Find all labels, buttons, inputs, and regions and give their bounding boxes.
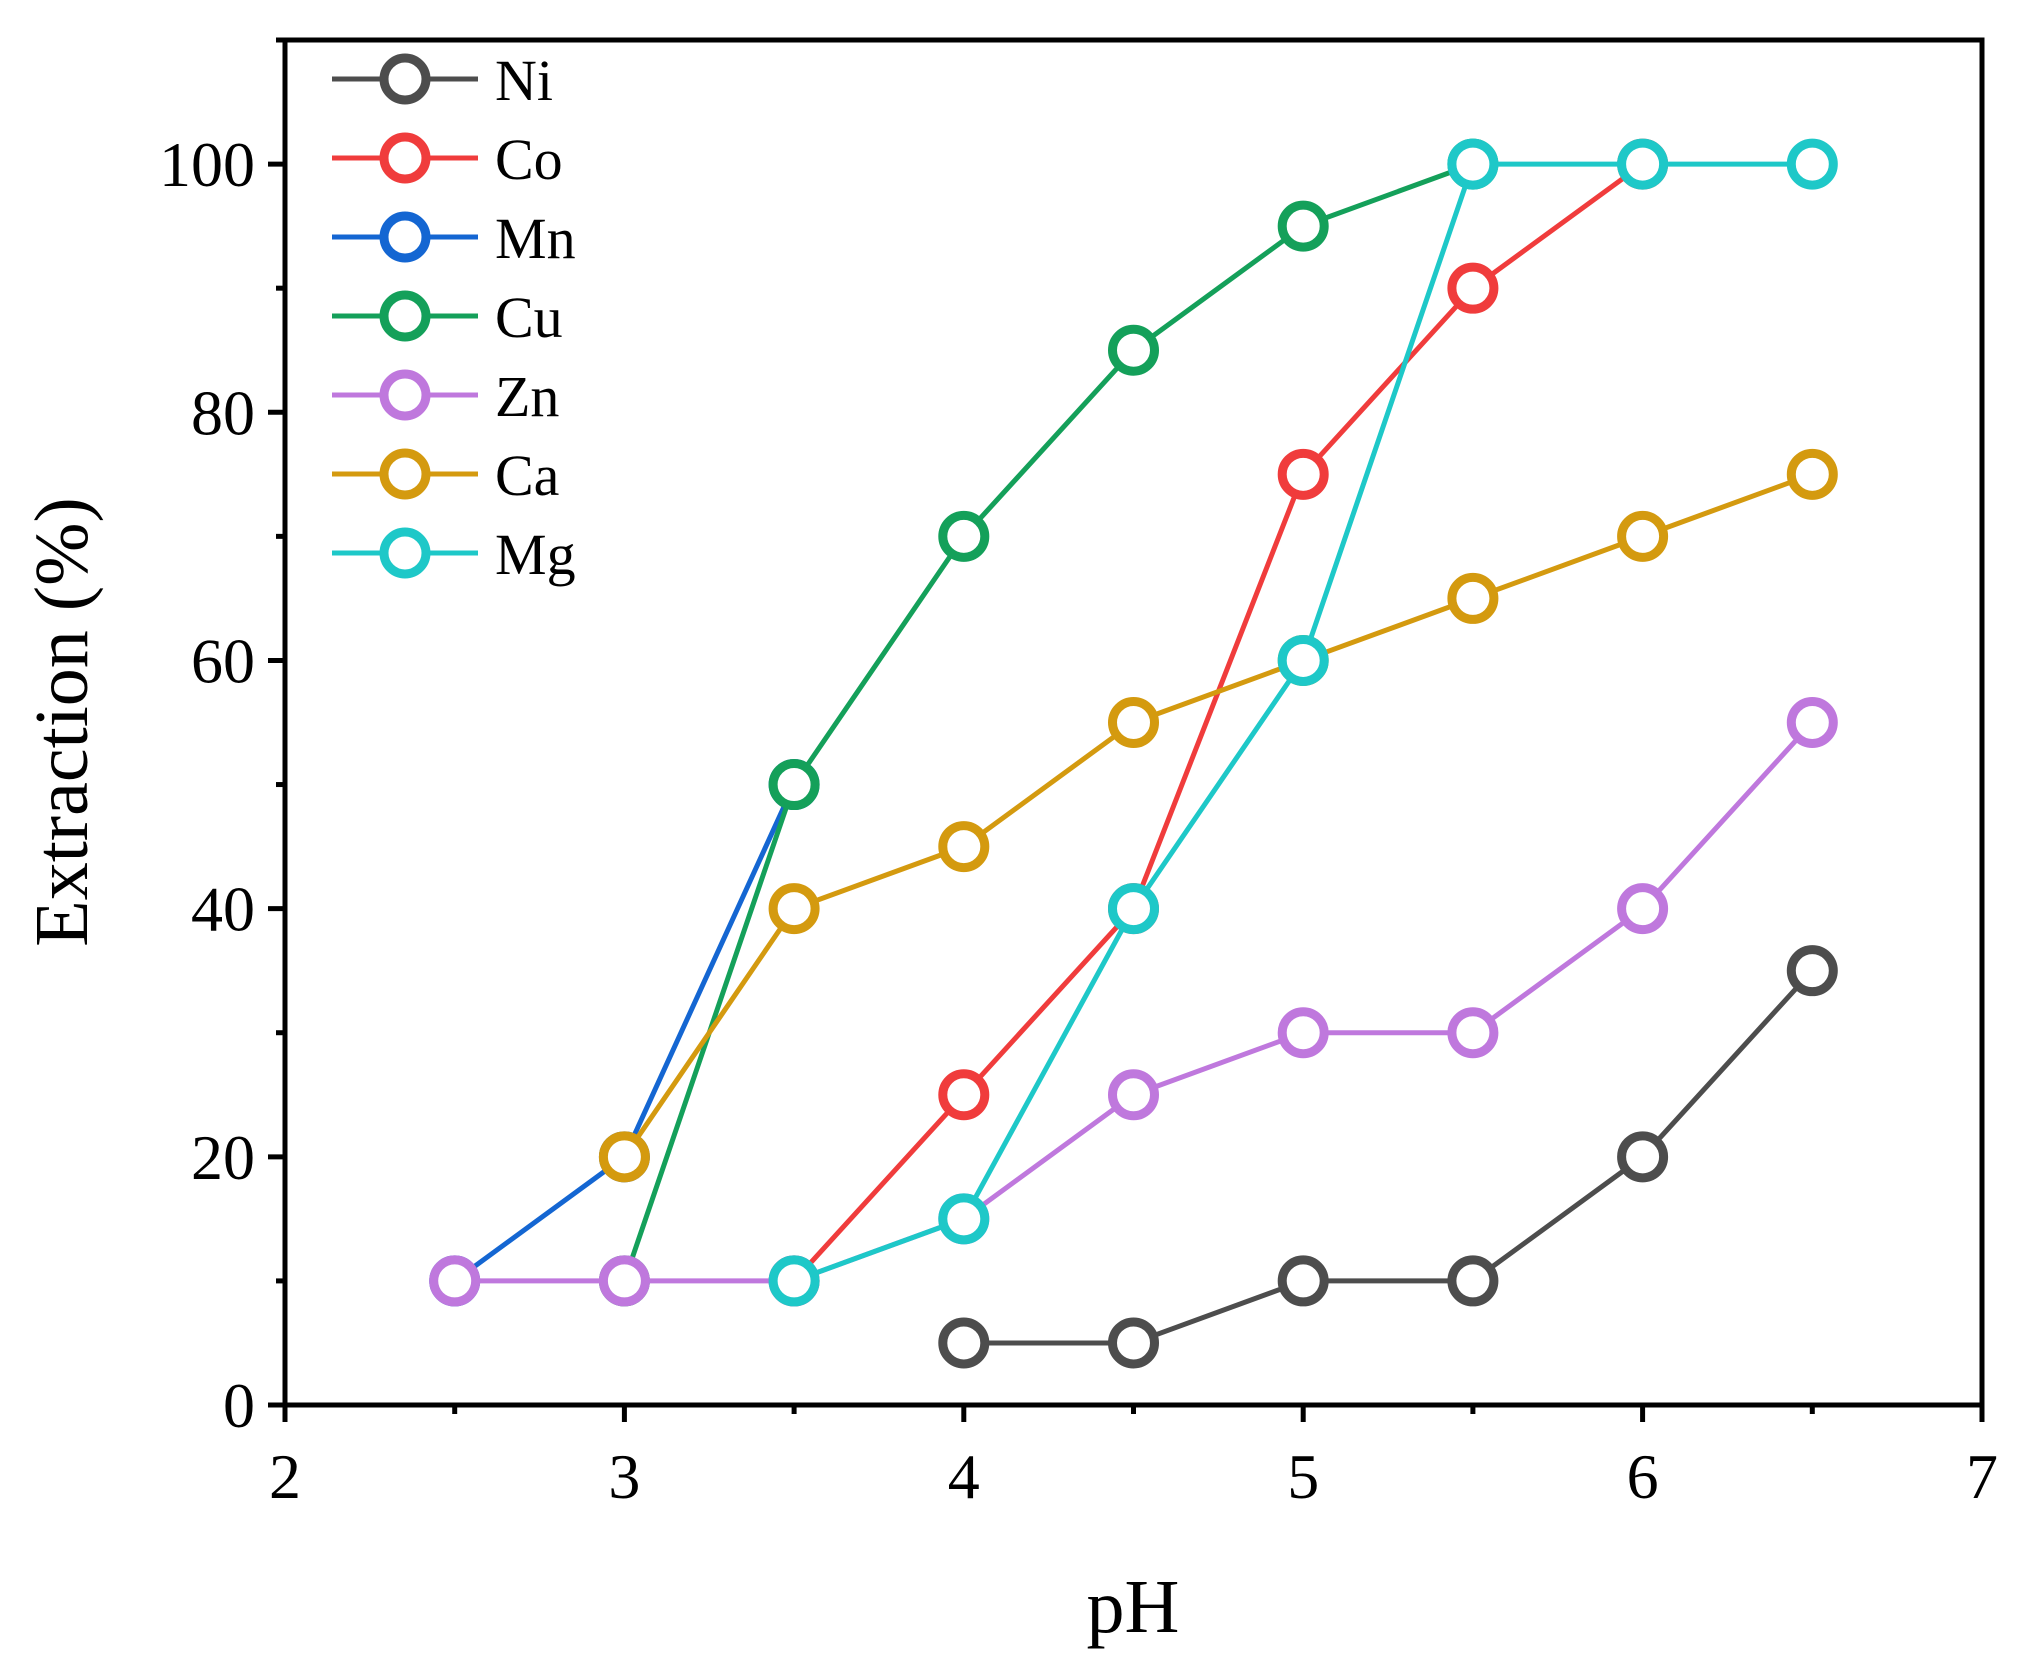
- series-cu: [598, 138, 1499, 1307]
- series-mg: [768, 138, 1838, 1307]
- data-point-zn: [1277, 1007, 1329, 1059]
- x-tick-label: 3: [608, 1441, 640, 1512]
- x-tick-label: 5: [1287, 1441, 1319, 1512]
- legend-label-cu: Cu: [495, 285, 563, 350]
- legend-item-co: Co: [332, 127, 563, 192]
- legend-label-zn: Zn: [495, 364, 559, 429]
- y-tick-label: 40: [191, 874, 255, 945]
- legend-item-mg: Mg: [332, 522, 576, 587]
- data-point-zn: [1108, 1069, 1159, 1121]
- x-tick-label: 2: [269, 1441, 301, 1512]
- legend-marker-ni: [379, 53, 431, 105]
- data-point-ca: [1617, 510, 1669, 562]
- data-point-zn: [598, 1255, 650, 1307]
- legend-label-ni: Ni: [495, 48, 553, 113]
- legend-item-ca: Ca: [332, 443, 559, 508]
- data-point-ca: [1447, 572, 1499, 624]
- data-point-ca: [598, 1131, 650, 1183]
- x-tick-label: 4: [948, 1441, 980, 1512]
- data-point-ni: [938, 1317, 990, 1369]
- y-tick-label: 80: [191, 377, 255, 448]
- data-point-cu: [938, 510, 990, 562]
- y-tick-label: 0: [223, 1370, 255, 1441]
- series-line-cu: [622, 161, 1474, 1282]
- legend-item-zn: Zn: [332, 364, 559, 429]
- legend-label-mg: Mg: [495, 522, 576, 587]
- legend-marker-mg: [379, 527, 431, 579]
- ticks-layer: 2 3 4 5 6 7 0 20 40 60 80 100: [159, 37, 1998, 1512]
- series-ca: [598, 448, 1838, 1183]
- data-point-ca: [938, 821, 990, 873]
- legend-marker-ca: [379, 448, 431, 500]
- data-point-co: [938, 1069, 990, 1121]
- data-point-mg: [1786, 138, 1838, 190]
- legend-marker-zn: [379, 369, 431, 421]
- series-line-ca: [622, 471, 1814, 1159]
- y-tick-label: 100: [159, 129, 255, 200]
- data-point-zn: [1447, 1007, 1499, 1059]
- legend-marker-co: [379, 132, 431, 184]
- data-point-mg: [1617, 138, 1669, 190]
- data-point-cu: [1277, 200, 1329, 252]
- y-axis-title: Extraction (%): [20, 497, 104, 946]
- y-tick-label: 20: [191, 1122, 255, 1193]
- legend-label-co: Co: [495, 127, 563, 192]
- data-point-mg: [1447, 138, 1499, 190]
- data-point-ni: [1108, 1317, 1159, 1369]
- x-tick-label: 6: [1627, 1441, 1659, 1512]
- legend: Ni Co Mn Cu Zn Ca Mg: [332, 48, 576, 587]
- legend-marker-cu: [379, 290, 431, 342]
- series-zn: [429, 697, 1838, 1307]
- data-point-mg: [1277, 634, 1329, 686]
- series-mn: [429, 759, 820, 1307]
- legend-item-ni: Ni: [332, 48, 553, 113]
- series-co: [768, 138, 1669, 1307]
- data-point-zn: [1617, 883, 1669, 935]
- data-point-co: [1447, 262, 1499, 314]
- data-point-cu: [768, 759, 820, 811]
- data-point-ca: [768, 883, 820, 935]
- data-point-cu: [1108, 324, 1159, 376]
- x-tick-label: 7: [1966, 1441, 1998, 1512]
- data-point-ca: [1786, 448, 1838, 500]
- data-point-mg: [1108, 883, 1159, 935]
- data-point-mg: [938, 1193, 990, 1245]
- data-point-mg: [768, 1255, 820, 1307]
- series-line-co: [792, 162, 1645, 1283]
- legend-item-mn: Mn: [332, 206, 576, 271]
- legend-label-ca: Ca: [495, 443, 559, 508]
- data-point-ni: [1447, 1255, 1499, 1307]
- legend-label-mn: Mn: [495, 206, 576, 271]
- y-tick-label: 60: [191, 625, 255, 696]
- data-point-ni: [1277, 1255, 1329, 1307]
- series-line-zn: [454, 720, 1815, 1284]
- data-point-zn: [1786, 697, 1838, 748]
- data-point-zn: [429, 1255, 481, 1307]
- series-layer: [429, 138, 1838, 1369]
- data-point-ni: [1786, 945, 1838, 997]
- data-point-ni: [1617, 1131, 1669, 1183]
- data-point-ca: [1108, 697, 1159, 748]
- series-line-ni: [963, 968, 1815, 1346]
- legend-marker-mn: [379, 211, 431, 263]
- data-point-co: [1277, 448, 1329, 500]
- x-axis-title: pH: [1087, 1565, 1180, 1649]
- series-line-mn: [453, 783, 797, 1283]
- series-ni: [938, 945, 1838, 1369]
- legend-item-cu: Cu: [332, 285, 563, 350]
